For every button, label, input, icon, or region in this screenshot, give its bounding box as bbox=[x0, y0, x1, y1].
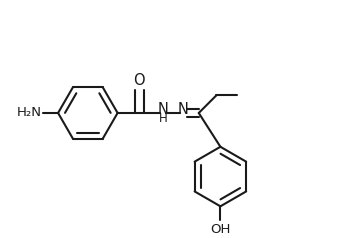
Text: OH: OH bbox=[210, 223, 231, 236]
Text: H₂N: H₂N bbox=[17, 106, 42, 119]
Text: N: N bbox=[158, 102, 168, 117]
Text: H: H bbox=[159, 112, 167, 125]
Text: O: O bbox=[134, 73, 145, 88]
Text: N: N bbox=[178, 102, 189, 117]
